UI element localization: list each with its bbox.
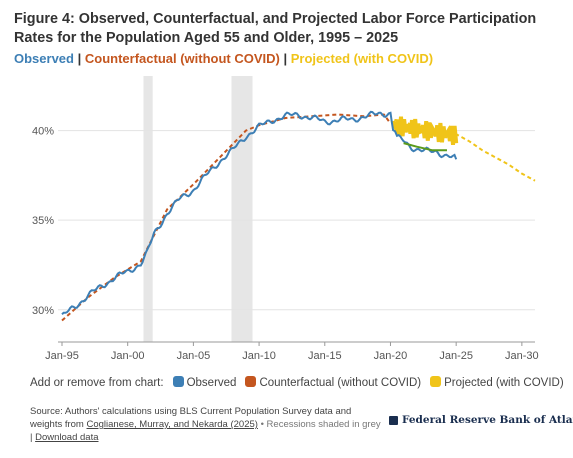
toggle-prompt: Add or remove from chart: xyxy=(30,376,164,389)
legend-separator: | xyxy=(283,51,288,66)
x-tick-label: Jan-10 xyxy=(242,350,276,362)
checkbox-icon[interactable] xyxy=(430,376,442,387)
download-data-link[interactable]: Download data xyxy=(35,432,99,443)
x-tick-label: Jan-20 xyxy=(374,350,408,362)
legend-counterfactual: Counterfactual (without COVID) xyxy=(84,51,280,66)
series-counterfactual-line xyxy=(61,113,392,322)
chart-title: Figure 4: Observed, Counterfactual, and … xyxy=(14,11,537,46)
legend-projected: Projected (with COVID) xyxy=(290,51,434,66)
recession-band xyxy=(231,76,253,342)
brand-logo: Federal Reserve Bank of Atlanta xyxy=(389,414,573,426)
checkbox-icon[interactable] xyxy=(172,376,184,387)
toggle-observed-label: Observed xyxy=(186,377,237,389)
x-tick-label: Jan-25 xyxy=(439,350,473,362)
source-line-1: Source: Authors' calculations using BLS … xyxy=(30,406,352,417)
toggle-counterfactual[interactable]: Counterfactual (without COVID) xyxy=(240,376,421,389)
series-overlap-accent xyxy=(403,142,447,152)
series-projected-band xyxy=(391,116,459,145)
recession-note: • Recessions shaded in grey xyxy=(260,419,381,430)
y-tick-label: 30% xyxy=(32,305,54,317)
line-chart: 30% 35% 40% Jan-95 Jan-00 Jan-05 Jan-10 Jan-15 J… xyxy=(32,76,539,362)
fed-eagle-icon xyxy=(389,415,398,425)
x-tick-label: Jan-05 xyxy=(177,350,211,362)
legend-separator: | xyxy=(77,51,82,66)
brand-name: Federal Reserve Bank of Atlanta xyxy=(402,414,573,426)
source-note: Source: Authors' calculations using BLS … xyxy=(30,405,390,444)
series-toggle-bar: Add or remove from chart: Observed Count… xyxy=(30,376,564,389)
recession-band xyxy=(143,76,153,342)
source-prefix: weights from xyxy=(30,419,84,430)
toggle-observed[interactable]: Observed xyxy=(168,376,237,389)
toggle-projected-label: Projected (with COVID) xyxy=(444,377,564,389)
series-legend-line: Observed | Counterfactual (without COVID… xyxy=(14,51,562,67)
y-tick-label: 40% xyxy=(32,126,54,138)
toggle-projected[interactable]: Projected (with COVID) xyxy=(425,376,564,389)
checkbox-icon[interactable] xyxy=(245,376,257,387)
source-line-3: | Download data xyxy=(30,431,390,444)
y-tick-label: 35% xyxy=(32,215,54,227)
pipe-separator: | xyxy=(30,432,33,443)
x-tick-label: Jan-95 xyxy=(45,350,79,362)
source-line-2: weights from Coglianese, Murray, and Nek… xyxy=(30,418,390,431)
citation-link[interactable]: Coglianese, Murray, and Nekarda (2025) xyxy=(86,419,258,430)
x-tick-label: Jan-30 xyxy=(505,350,539,362)
toggle-counterfactual-label: Counterfactual (without COVID) xyxy=(259,377,422,389)
x-tick-label: Jan-15 xyxy=(308,350,342,362)
x-tick-label: Jan-00 xyxy=(111,350,145,362)
series-observed-line xyxy=(61,110,458,316)
legend-observed: Observed xyxy=(14,51,74,66)
